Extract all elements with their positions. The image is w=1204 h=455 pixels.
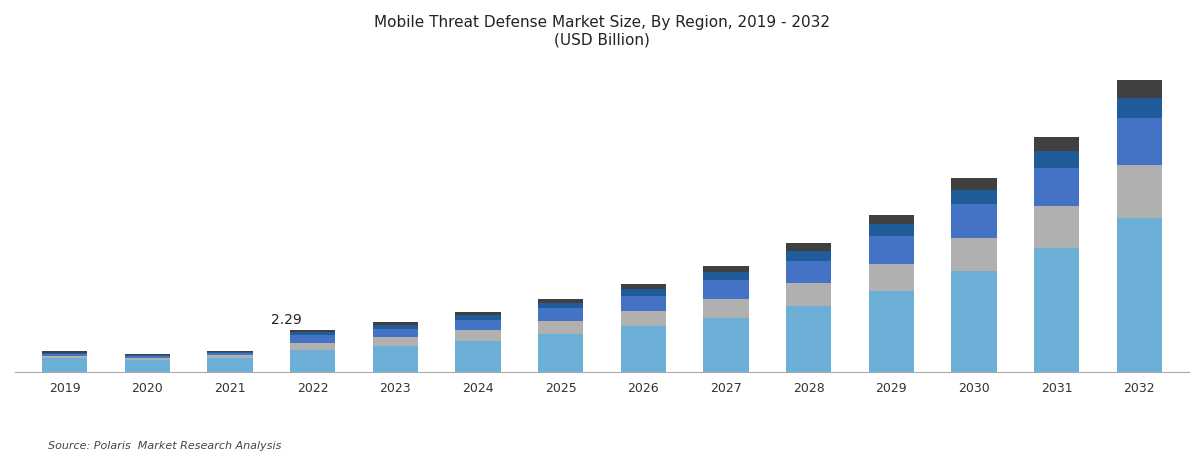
Bar [1034, 138, 1080, 152]
Bar [538, 309, 584, 322]
Bar [951, 190, 997, 204]
Text: Source: Polaris  Market Research Analysis: Source: Polaris Market Research Analysis [48, 440, 282, 450]
Bar [372, 323, 418, 326]
Bar [1116, 98, 1162, 119]
Bar [207, 351, 253, 352]
Bar [372, 346, 418, 372]
Bar [786, 243, 832, 252]
Bar [455, 320, 501, 330]
Bar [620, 296, 666, 312]
Bar [290, 335, 336, 343]
Bar [703, 299, 749, 318]
Bar [372, 326, 418, 329]
Bar [786, 261, 832, 283]
Bar [538, 322, 584, 334]
Bar [538, 303, 584, 309]
Bar [620, 290, 666, 296]
Bar [1116, 81, 1162, 98]
Bar [290, 333, 336, 335]
Bar [290, 330, 336, 333]
Bar [207, 356, 253, 358]
Bar [868, 237, 914, 264]
Bar [1116, 166, 1162, 219]
Bar [207, 354, 253, 356]
Bar [620, 327, 666, 372]
Bar [42, 359, 88, 372]
Bar [124, 360, 170, 372]
Bar [868, 292, 914, 372]
Bar [703, 273, 749, 281]
Bar [703, 266, 749, 273]
Bar [538, 299, 584, 303]
Bar [951, 178, 997, 190]
Bar [1116, 119, 1162, 166]
Bar [951, 204, 997, 238]
Bar [42, 353, 88, 354]
Bar [455, 316, 501, 320]
Bar [42, 356, 88, 359]
Bar [207, 352, 253, 354]
Bar [42, 352, 88, 353]
Bar [1034, 169, 1080, 206]
Bar [868, 215, 914, 225]
Bar [868, 264, 914, 292]
Bar [1034, 206, 1080, 248]
Bar [42, 354, 88, 356]
Bar [868, 225, 914, 237]
Bar [951, 272, 997, 372]
Bar [1034, 152, 1080, 169]
Bar [1116, 219, 1162, 372]
Bar [124, 355, 170, 356]
Bar [538, 334, 584, 372]
Bar [620, 284, 666, 290]
Bar [786, 306, 832, 372]
Bar [290, 343, 336, 350]
Title: Mobile Threat Defense Market Size, By Region, 2019 - 2032
(USD Billion): Mobile Threat Defense Market Size, By Re… [374, 15, 830, 47]
Bar [703, 281, 749, 299]
Bar [620, 312, 666, 327]
Bar [455, 312, 501, 316]
Bar [124, 358, 170, 360]
Bar [1034, 248, 1080, 372]
Bar [786, 252, 832, 261]
Bar [372, 338, 418, 346]
Bar [124, 356, 170, 358]
Bar [207, 358, 253, 372]
Bar [455, 330, 501, 341]
Bar [455, 341, 501, 372]
Bar [290, 350, 336, 372]
Bar [786, 283, 832, 306]
Bar [951, 238, 997, 272]
Bar [703, 318, 749, 372]
Text: 2.29: 2.29 [271, 313, 302, 327]
Bar [372, 329, 418, 338]
Bar [124, 354, 170, 355]
